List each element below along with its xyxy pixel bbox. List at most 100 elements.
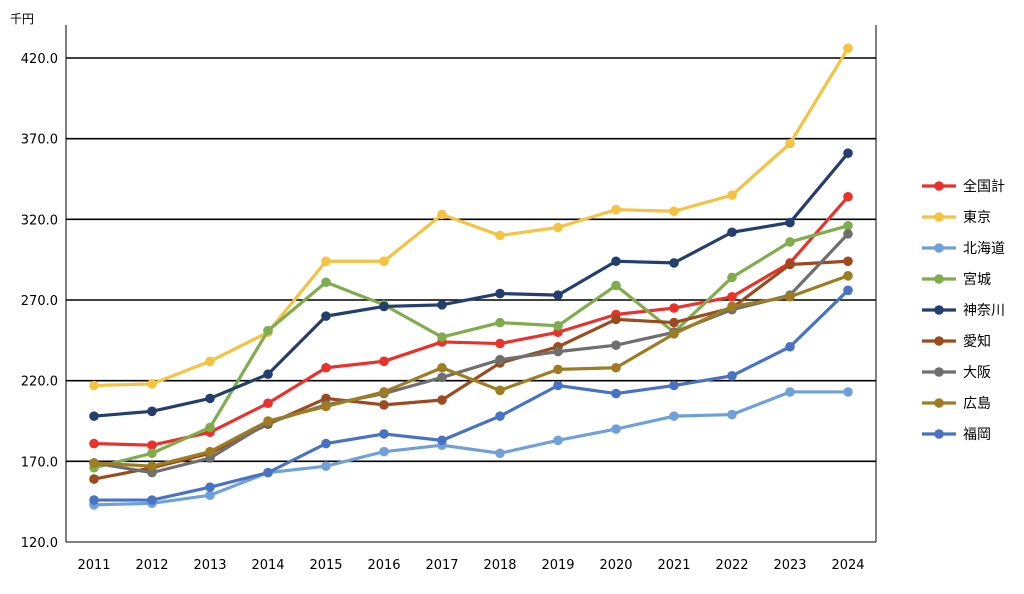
data-point xyxy=(843,229,853,239)
data-point xyxy=(727,272,737,283)
data-point xyxy=(495,317,505,328)
data-point xyxy=(89,411,99,421)
legend-item: 大阪 xyxy=(922,365,991,381)
data-point xyxy=(89,474,99,484)
data-point xyxy=(89,495,99,505)
data-point xyxy=(785,387,795,397)
y-tick-label: 420.0 xyxy=(21,52,58,67)
series-line xyxy=(92,232,850,475)
x-tick-label: 2014 xyxy=(251,558,284,573)
data-point xyxy=(321,362,331,373)
data-point xyxy=(611,204,621,215)
legend-item: 東京 xyxy=(922,210,991,226)
data-point xyxy=(437,209,447,220)
series-line xyxy=(92,274,850,468)
legend-label: 福岡 xyxy=(963,427,991,443)
legend-label: 神奈川 xyxy=(963,303,1005,319)
data-point xyxy=(727,409,737,420)
data-point xyxy=(437,395,447,405)
series-line xyxy=(92,151,850,418)
x-tick-label: 2024 xyxy=(831,558,864,573)
y-tick-label: 170.0 xyxy=(21,455,58,470)
data-point xyxy=(785,138,795,149)
series-9 xyxy=(89,285,853,505)
data-point xyxy=(669,380,679,391)
data-point xyxy=(553,364,563,375)
data-point xyxy=(611,256,621,267)
legend-swatch-marker xyxy=(934,305,944,315)
data-point xyxy=(379,356,389,367)
data-point xyxy=(379,400,389,410)
series-line xyxy=(92,46,850,388)
data-point xyxy=(205,446,215,457)
legend-item: 広島 xyxy=(922,396,991,412)
data-point xyxy=(437,362,447,373)
data-point xyxy=(553,290,563,300)
data-point xyxy=(147,406,157,417)
data-point xyxy=(611,424,621,434)
legend-item: 福岡 xyxy=(922,427,991,443)
legend-label: 全国計 xyxy=(963,178,1005,195)
data-point xyxy=(669,303,679,313)
legend-label: 東京 xyxy=(963,210,991,226)
data-point xyxy=(669,206,679,217)
data-point xyxy=(727,371,737,381)
legend-swatch-marker xyxy=(934,212,944,222)
x-tick-label: 2016 xyxy=(367,558,400,573)
legend-item: 神奈川 xyxy=(922,303,1005,319)
data-point xyxy=(553,380,563,391)
data-point xyxy=(263,325,273,336)
data-point xyxy=(843,43,853,54)
data-point xyxy=(147,448,157,459)
data-point xyxy=(843,285,853,296)
data-point xyxy=(205,422,215,433)
data-point xyxy=(263,398,273,409)
legend-label: 大阪 xyxy=(963,365,991,381)
data-point xyxy=(669,317,679,328)
legend-swatch-marker xyxy=(934,336,944,346)
x-tick-label: 2021 xyxy=(657,558,690,573)
data-point xyxy=(495,230,505,241)
data-point xyxy=(147,379,157,389)
data-point xyxy=(437,300,447,310)
series-7 xyxy=(89,229,853,478)
data-point xyxy=(263,369,273,380)
data-point xyxy=(263,467,273,478)
x-tick-label: 2023 xyxy=(773,558,806,573)
data-point xyxy=(379,429,389,439)
y-tick-labels: 120.0 170.0 220.0 270.0 320.0 370.0 420.0 xyxy=(21,52,58,551)
legend-swatch-marker xyxy=(934,429,944,439)
data-point xyxy=(205,393,215,404)
data-point xyxy=(437,372,447,383)
y-tick-label: 120.0 xyxy=(21,536,58,551)
data-point xyxy=(843,220,853,231)
legend-label: 広島 xyxy=(963,396,991,412)
data-point xyxy=(437,435,447,446)
data-point xyxy=(205,356,215,367)
data-point xyxy=(785,341,795,352)
series-line xyxy=(92,224,850,470)
data-point xyxy=(669,411,679,421)
data-point xyxy=(669,329,679,339)
legend-item: 愛知 xyxy=(922,333,991,350)
data-point xyxy=(147,495,157,505)
data-point xyxy=(611,340,621,350)
data-point xyxy=(321,401,331,412)
data-point xyxy=(495,448,505,459)
data-point xyxy=(611,314,621,325)
y-tick-label: 220.0 xyxy=(21,375,58,390)
data-point xyxy=(321,277,331,288)
series-line xyxy=(92,288,850,502)
legend-label: 愛知 xyxy=(963,333,991,350)
series-lines xyxy=(89,43,853,510)
data-point xyxy=(785,237,795,247)
series-line xyxy=(92,195,850,447)
x-tick-label: 2019 xyxy=(541,558,574,573)
data-point xyxy=(321,311,331,321)
data-point xyxy=(147,440,157,451)
data-point xyxy=(379,256,389,267)
x-tick-labels: 2011 2012 2013 2014 2015 2016 2017 2018 2019 2020… xyxy=(77,558,864,573)
data-point xyxy=(785,291,795,302)
